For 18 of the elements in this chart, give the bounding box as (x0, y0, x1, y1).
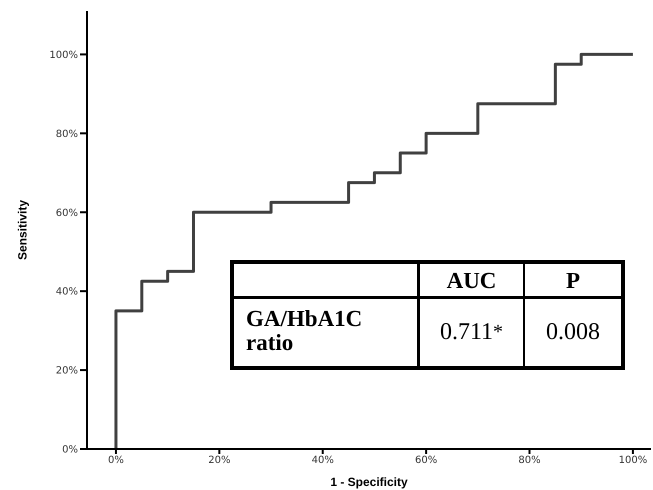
y-tick-label: 100% (49, 50, 78, 61)
x-tick-label: 60% (415, 455, 438, 466)
y-axis-title: Sensitivity (15, 200, 30, 260)
y-tick-label: 80% (56, 128, 78, 140)
annotation: P (525, 264, 621, 299)
y-tick-label: 60% (56, 208, 78, 219)
x-tick-label: 20% (208, 455, 230, 466)
annotation: GA/HbA1C ratio (234, 299, 420, 366)
x-tick-label: 0% (108, 455, 124, 466)
x-tick-label: 80% (518, 455, 541, 466)
y-tick-label: 20% (56, 366, 78, 377)
x-tick-label: 100% (618, 455, 648, 466)
x-tick-label: 40% (312, 455, 334, 466)
y-tick-label: 0% (62, 444, 78, 456)
x-axis-title: 1 - Specificity (330, 475, 408, 489)
annotation: 0.008 (545, 318, 601, 347)
annotation: AUC (420, 264, 525, 299)
y-tick-label: 40% (56, 286, 78, 298)
